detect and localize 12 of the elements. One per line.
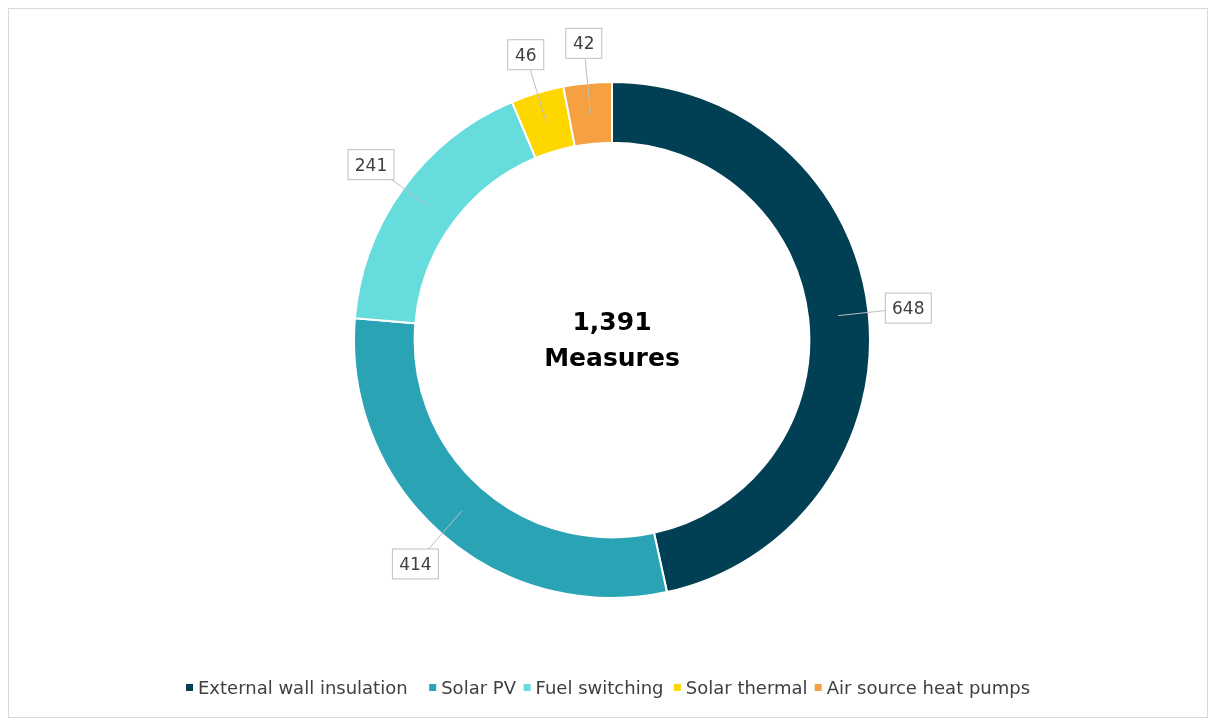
data-label: 648: [892, 298, 925, 319]
data-label: 42: [572, 33, 595, 54]
legend-label: Solar PV: [441, 677, 517, 698]
legend-label: Fuel switching: [535, 677, 664, 698]
legend-label: External wall insulation: [198, 677, 408, 698]
legend-label: Air source heat pumps: [826, 677, 1031, 698]
data-label: 46: [514, 44, 537, 65]
data-label: 241: [354, 154, 388, 175]
text: Measures: [544, 343, 680, 372]
text: 1,391: [572, 307, 652, 336]
data-label: 414: [399, 553, 432, 574]
legend-label: Solar thermal: [685, 677, 808, 698]
